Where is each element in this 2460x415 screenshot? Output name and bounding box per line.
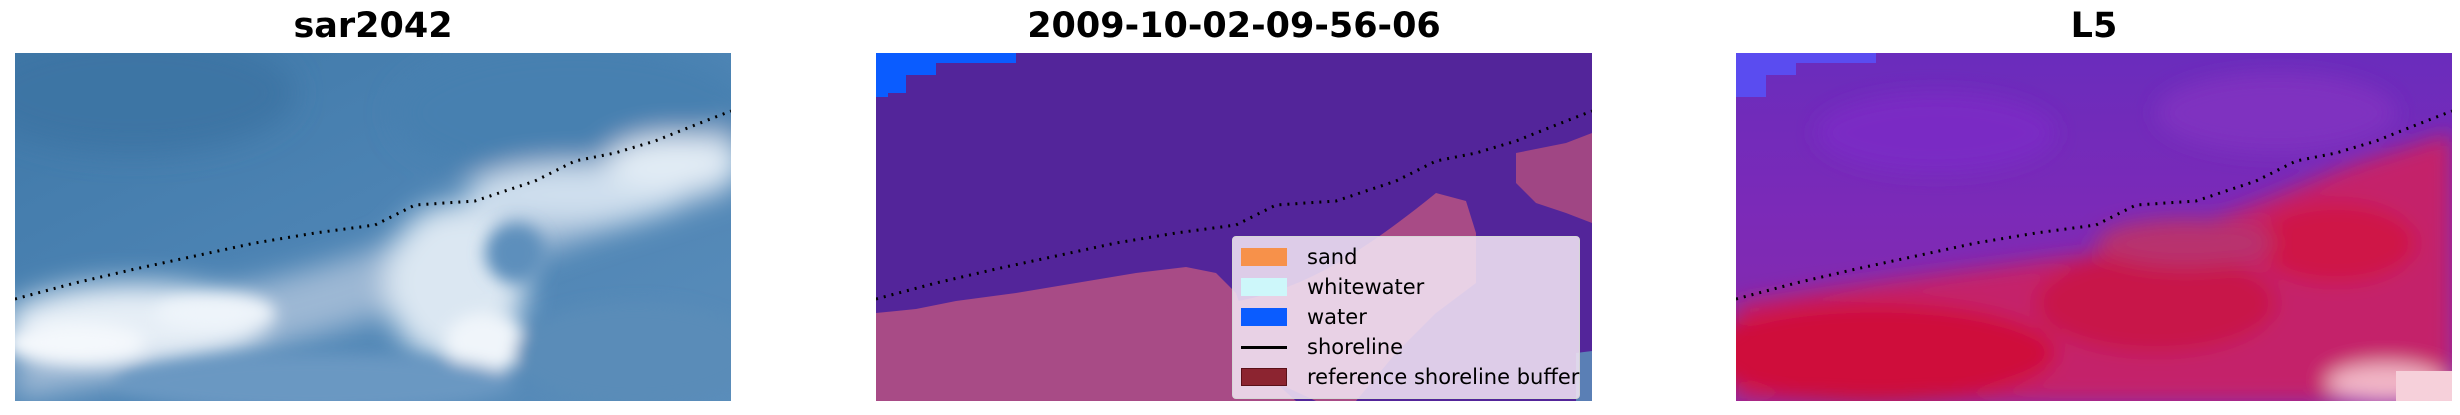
whitewater-swatch — [1241, 278, 1287, 296]
reference-buffer-swatch — [1241, 368, 1287, 386]
legend-item-water: water — [1241, 303, 1571, 333]
legend-label-water: water — [1307, 305, 1367, 329]
l5-image — [1736, 53, 2452, 401]
panel-classification: 2009-10-02-09-56-06 sand whitewater wate… — [876, 0, 1592, 415]
panel-title-l5: L5 — [2070, 6, 2118, 46]
shoreline-swatch — [1241, 346, 1287, 349]
panel-rgb: sar2042 — [15, 0, 731, 415]
water-swatch — [1241, 308, 1287, 326]
legend-item-whitewater: whitewater — [1241, 273, 1571, 303]
sand-swatch — [1241, 248, 1287, 266]
legend-item-sand: sand — [1241, 243, 1571, 273]
legend-label-shoreline: shoreline — [1307, 335, 1404, 359]
rgb-image — [15, 53, 731, 401]
legend-label-reference-buffer: reference shoreline buffer — [1307, 365, 1580, 389]
panel-l5: L5 — [1736, 0, 2452, 415]
legend-item-shoreline: shoreline — [1241, 333, 1571, 363]
legend-label-sand: sand — [1307, 245, 1358, 269]
panel-title-rgb: sar2042 — [293, 6, 453, 46]
legend-label-whitewater: whitewater — [1307, 275, 1425, 299]
legend: sand whitewater water shoreline referenc… — [1232, 236, 1580, 399]
legend-item-reference-buffer: reference shoreline buffer — [1241, 363, 1579, 393]
panel-title-classification: 2009-10-02-09-56-06 — [1027, 6, 1441, 46]
